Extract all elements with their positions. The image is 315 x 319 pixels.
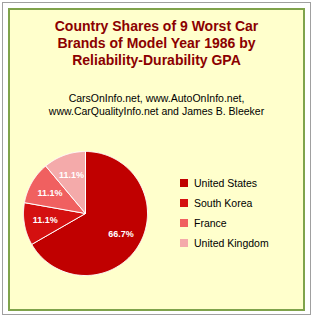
svg-text:11.1%: 11.1% [59, 170, 84, 180]
svg-text:66.7%: 66.7% [108, 229, 134, 239]
html-text:France: France [194, 217, 227, 229]
html-text:CarsOnInfo.net, www.AutoOnInfo: CarsOnInfo.net, www.AutoOnInfo.net, www.… [48, 92, 265, 117]
html-text:Country Shares of 9 Worst Car: Country Shares of 9 Worst Car Brands of … [54, 18, 259, 68]
svg-text:11.1%: 11.1% [33, 215, 58, 225]
html-text:South Korea: South Korea [194, 197, 253, 209]
html-text:United States: United States [194, 177, 257, 189]
html-text:United Kingdom: United Kingdom [194, 237, 269, 249]
svg-text:11.1%: 11.1% [38, 188, 63, 198]
